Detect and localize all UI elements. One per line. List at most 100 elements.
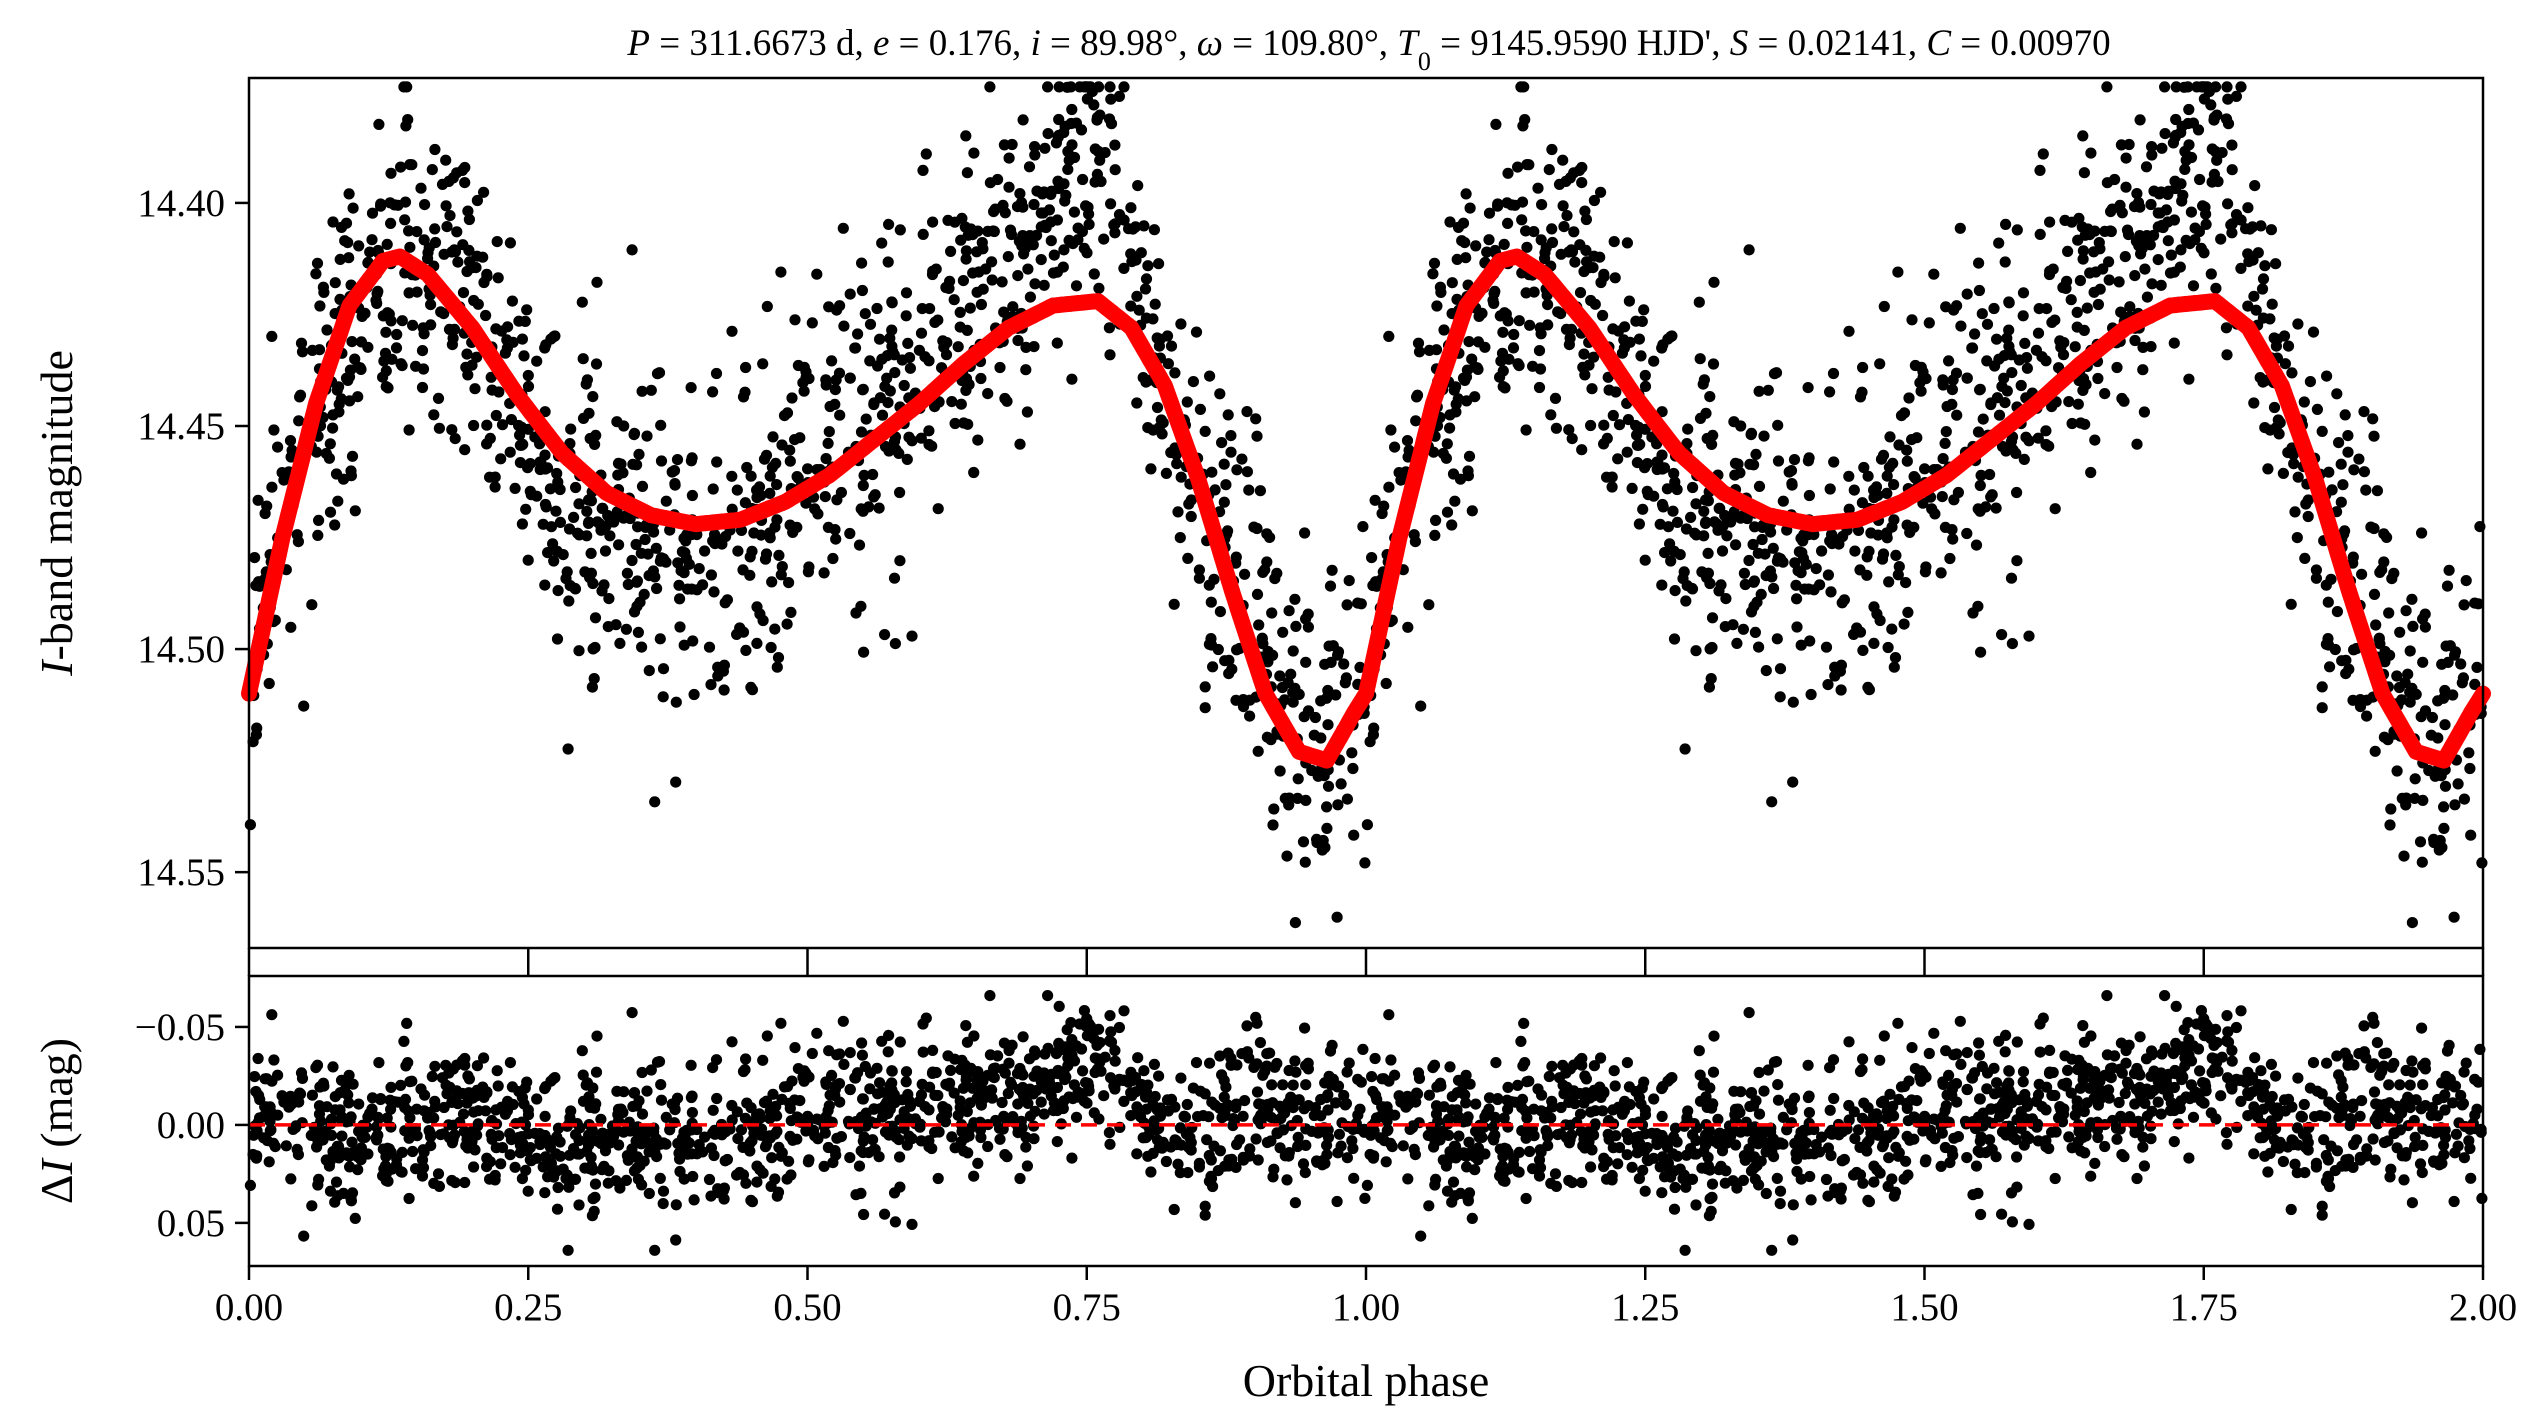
residual-point [996,1096,1008,1109]
residual-point [468,1106,480,1118]
light-curve-point [901,453,913,465]
light-curve-point [1758,430,1770,442]
light-curve-point [2407,620,2419,633]
residual-point [1988,1062,2000,1074]
light-curve-point [1686,583,1699,595]
residual-point [1758,1085,1770,1097]
light-curve-point [1638,304,1650,316]
residual-point [381,1112,393,1124]
residual-point [1151,1124,1163,1136]
light-curve-point [2378,556,2390,568]
light-curve-point [2187,280,2200,292]
light-curve-point [1739,578,1751,591]
light-curve-point [612,469,624,481]
light-curve-point [2266,298,2278,310]
residual-point [2089,1157,2101,1169]
residual-point [1241,1020,1253,1032]
residual-point [1939,1141,1951,1154]
light-curve-point [1220,479,1232,491]
light-curve-point [699,545,711,557]
light-curve-point [2331,388,2343,400]
light-curve-point [2084,267,2096,279]
light-curve-point [2055,341,2067,353]
residual-point [1543,1070,1555,1083]
light-curve-point [1854,626,1867,638]
light-curve-point [1007,301,1019,313]
light-curve-point [883,218,895,230]
light-curve-point [1017,114,1029,126]
residual-point [657,1198,669,1210]
light-curve-point [1045,235,1057,247]
light-curve-point [429,223,441,235]
residual-point [871,1062,883,1074]
light-curve-point [2137,364,2149,376]
residual-point [1827,1054,1840,1066]
light-curve-point [2221,349,2233,361]
light-curve-point [2183,103,2195,116]
light-curve-point [849,342,862,354]
light-curve-point [888,349,900,361]
light-curve-point [1302,705,1315,717]
light-curve-point [829,398,841,410]
light-curve-point [1057,261,1069,273]
light-curve-point [1976,308,1988,320]
residual-point [2215,1090,2227,1102]
residual-point [484,1173,496,1185]
light-curve-point [649,796,661,808]
residual-point [785,1115,797,1127]
light-curve-point [1464,202,1476,214]
residual-point [789,1094,801,1106]
residual-point [882,1046,894,1058]
light-curve-point [823,301,835,313]
light-curve-point [1067,238,1079,250]
residual-point [1835,1193,1847,1205]
light-curve-point [2369,745,2381,757]
light-curve-point [590,358,603,370]
light-curve-point [888,435,901,447]
residual-point [1338,1089,1350,1102]
light-curve-point [1451,253,1463,265]
light-curve-point [757,358,769,370]
residual-point [2316,1200,2328,1212]
light-curve-point [1944,552,1956,565]
light-curve-point [1383,481,1395,493]
light-curve-point [1883,576,1895,588]
light-curve-point [787,526,799,539]
light-curve-point [2021,352,2033,364]
residual-point [645,1064,657,1076]
residual-point [1595,1052,1607,1064]
residual-point [2406,1055,2418,1067]
light-curve-point [1607,409,1619,422]
light-curve-point [2400,605,2412,617]
residual-point [306,1200,318,1212]
light-curve-point [1315,695,1327,707]
residual-point [1656,1151,1669,1163]
residual-point [764,1130,776,1142]
residual-point [703,1173,716,1186]
light-curve-point [1011,201,1024,213]
light-curve-point [1857,361,1869,374]
light-curve-point [867,468,879,481]
residual-point [812,1133,824,1145]
light-curve-point [923,438,935,451]
residual-point [1546,1095,1558,1107]
light-curve-point [2361,710,2373,722]
light-curve-point [1883,461,1895,473]
light-curve-point [2103,274,2115,286]
light-curve-point [835,486,848,499]
light-curve-point [1068,206,1080,218]
residual-point [1552,1129,1564,1141]
light-curve-point [1635,350,1647,362]
residual-point [1520,1192,1532,1205]
light-curve-point [2316,702,2328,714]
light-curve-point [1705,673,1717,685]
residual-point [687,1170,699,1183]
light-curve-point [591,516,604,528]
residual-point [1874,1054,1886,1066]
light-curve-point [502,321,514,333]
light-curve-point [1940,426,1952,438]
residual-point [900,1066,913,1078]
light-curve-point [645,384,657,396]
residual-point [1804,1170,1816,1183]
light-curve-point [1639,380,1652,392]
